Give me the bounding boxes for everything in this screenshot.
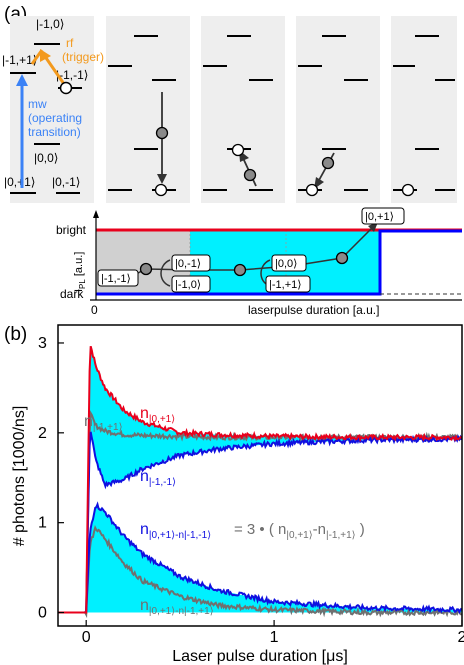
loop-arrow-1 (160, 259, 171, 287)
rf-arrow (42, 54, 66, 85)
chart-b: 0 1 2 3 0 1 2 Laser pulse duration [μs] … (11, 324, 464, 665)
panel-4-bg (296, 16, 380, 203)
y-tick-1: 1 (38, 515, 47, 532)
state-box-6 (361, 207, 405, 225)
y-tick-3: 3 (38, 335, 47, 352)
level-label-m1p1: |-1,+1⟩ (2, 53, 37, 67)
rf-labels: rf (trigger) (62, 36, 104, 64)
transition-arrows (16, 49, 66, 188)
marker-open-4 (305, 183, 319, 197)
schematic-plot: |-1,-1⟩ |0,-1⟩ |-1,0⟩ |0,0⟩ |-1,+1⟩ |0,+… (56, 207, 462, 317)
mw-arrowhead (16, 74, 28, 86)
state-box-2 (171, 254, 211, 272)
svg-text:|0,-1⟩: |0,-1⟩ (175, 258, 201, 270)
state-box-1 (97, 269, 139, 287)
label-n-m1m1: n|-1,-1⟩ (140, 468, 176, 488)
schematic-xlabel: laserpulse duration [a.u.] (248, 303, 379, 317)
schematic-ylabel: IPL[a.u.] (73, 252, 87, 292)
x-tick-labels: 0 1 2 (82, 629, 464, 646)
dark-label: dark (60, 287, 84, 301)
series-line-0p1 (58, 345, 463, 614)
panel-1-bg (10, 16, 94, 203)
annotation-equation: = 3 • ( n|0,+1⟩-n|-1,+1⟩ ) (234, 521, 365, 541)
mw-label-2: (operating (28, 111, 82, 125)
population-marker-open (59, 81, 73, 95)
svg-text:IPL[a.u.]: IPL[a.u.] (73, 252, 87, 292)
schematic-marker-1 (139, 262, 153, 276)
cyan-area-fill-bottom (58, 505, 462, 613)
marker-open-3 (231, 143, 245, 157)
marker-gray-3 (243, 168, 257, 182)
state-box-4 (271, 254, 307, 272)
marker-open-5 (401, 183, 415, 197)
y-tick-labels: 0 1 2 3 (38, 335, 47, 622)
marker-gray-2 (155, 126, 169, 140)
rf-label: rf (66, 36, 74, 50)
svg-text:|0,+1⟩: |0,+1⟩ (365, 211, 394, 223)
panel-2-levels (108, 35, 176, 197)
y-tick-2: 2 (38, 425, 47, 442)
marker-open-2 (154, 183, 168, 197)
y-tick-0: 0 (38, 605, 47, 622)
svg-text:|-1,0⟩: |-1,0⟩ (175, 279, 201, 291)
x-tick-0: 0 (82, 629, 91, 646)
rf-trigger-label: (trigger) (62, 50, 104, 64)
level-label-m1m1: |-1,-1⟩ (56, 68, 88, 82)
energy-level-panels (10, 16, 457, 203)
mw-labels: mw (operating transition) (28, 97, 82, 139)
label-diff-m1m1: n|0,+1⟩-n|-1,-1⟩ (140, 521, 211, 541)
series-line-diff-m1m1 (58, 524, 463, 619)
plot-frame (57, 324, 463, 627)
panel-5-levels (393, 35, 455, 197)
state-box-3 (171, 275, 211, 293)
panel-b-label: (b) (4, 324, 27, 345)
marker-gray-4 (321, 156, 335, 170)
state-box-5 (265, 275, 311, 293)
mw-label: mw (28, 97, 47, 111)
mw-label-3: transition) (28, 125, 81, 139)
series-line-diff-m1p1 (58, 501, 463, 615)
series-line-m1m1 (58, 431, 463, 614)
y-axis-label: # photons [1000/ns] (11, 406, 28, 547)
bright-label: bright (56, 223, 87, 237)
rf-arrowhead (40, 49, 51, 62)
panel-5-bg (391, 16, 457, 203)
level-label-0m1: |0,-1⟩ (52, 175, 80, 189)
svg-text:|0,0⟩: |0,0⟩ (275, 258, 297, 270)
label-n-m1p1: n|-1,+1⟩ (84, 413, 123, 433)
schematic-marker-2 (233, 263, 247, 277)
label-diff-m1p1: n|0,+1⟩-n|-1,+1⟩ (140, 597, 214, 617)
x-tick-2: 2 (458, 629, 464, 646)
dark-line (96, 229, 462, 296)
panel-3-levels (203, 35, 273, 191)
x-axis-label: Laser pulse duration [μs] (172, 648, 348, 665)
schematic-marker-3 (335, 251, 349, 265)
panel-3-bg (201, 16, 285, 203)
rf-arrow-2 (30, 49, 44, 65)
svg-text:|-1,+1⟩: |-1,+1⟩ (269, 279, 302, 291)
level-label-m10: |-1,0⟩ (36, 17, 64, 31)
panel-4-levels (298, 35, 368, 197)
panel-2-bg (106, 16, 190, 203)
schematic-origin: 0 (91, 303, 98, 317)
panel-1-labels: |-1,0⟩ |-1,+1⟩ |-1,-1⟩ |0,0⟩ |0,+1⟩ |0,-… (2, 17, 88, 189)
axis-ticks (58, 342, 463, 626)
x-tick-1: 1 (270, 629, 279, 646)
svg-text:|-1,-1⟩: |-1,-1⟩ (101, 273, 131, 285)
label-n-0p1: n|0,+1⟩ (140, 405, 175, 425)
level-label-0p1: |0,+1⟩ (4, 175, 36, 189)
level-label-00: |0,0⟩ (34, 151, 58, 165)
